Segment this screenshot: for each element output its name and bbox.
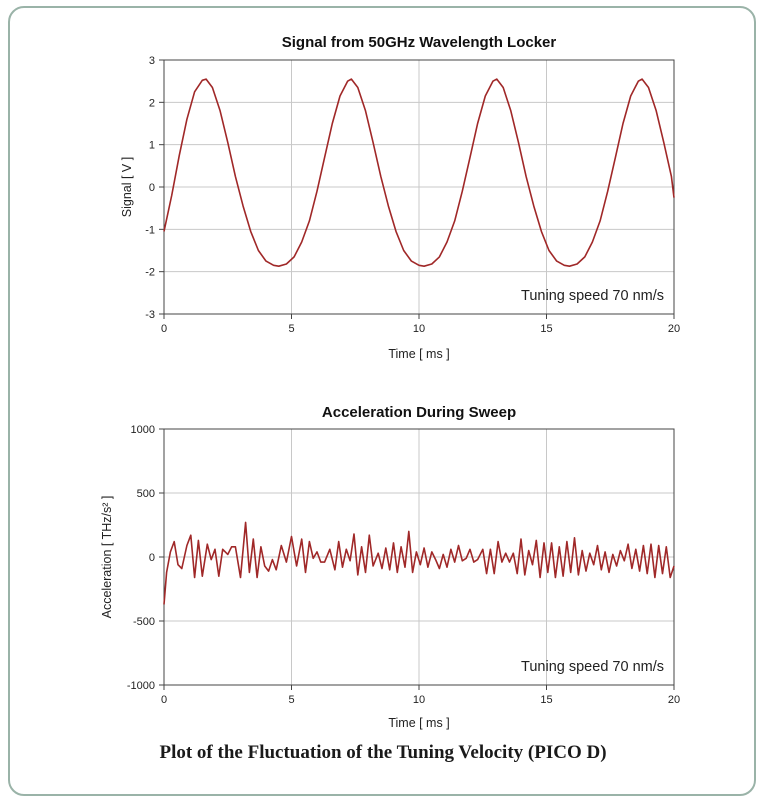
chart1-annotation: Tuning speed 70 nm/s bbox=[521, 288, 664, 304]
chart2-series-line bbox=[163, 521, 675, 605]
chart1-y-tick-label: 0 bbox=[149, 182, 155, 194]
chart2-annotation: Tuning speed 70 nm/s bbox=[521, 659, 664, 675]
chart2-ylabel: Acceleration [ THz/s² ] bbox=[100, 496, 114, 619]
chart2-x-tick-label: 10 bbox=[413, 694, 425, 706]
chart1-xlabel: Time [ ms ] bbox=[388, 347, 449, 361]
chart1-x-tick-label: 10 bbox=[413, 323, 425, 335]
chart2-x-tick-label: 20 bbox=[668, 694, 680, 706]
figure-card bbox=[8, 6, 756, 796]
chart1-y-tick-label: 2 bbox=[149, 97, 155, 109]
chart1-x-tick-label: 5 bbox=[288, 323, 294, 335]
chart1-title: Signal from 50GHz Wavelength Locker bbox=[282, 34, 557, 51]
figure-caption: Plot of the Fluctuation of the Tuning Ve… bbox=[159, 742, 607, 763]
chart1-x-tick-label: 20 bbox=[668, 323, 680, 335]
chart1-y-tick-label: 3 bbox=[149, 55, 155, 67]
chart2-x-tick-label: 15 bbox=[540, 694, 552, 706]
chart2-title: Acceleration During Sweep bbox=[322, 404, 516, 421]
chart2-y-tick-label: -1000 bbox=[127, 680, 155, 692]
chart1-x-tick-label: 0 bbox=[161, 323, 167, 335]
chart1-ylabel: Signal [ V ] bbox=[120, 157, 134, 217]
chart1-y-tick-label: 1 bbox=[149, 140, 155, 152]
chart1-x-tick-label: 15 bbox=[540, 323, 552, 335]
chart2-y-tick-label: 1000 bbox=[131, 424, 155, 436]
chart1-y-tick-label: -1 bbox=[145, 224, 155, 236]
chart2-y-tick-label: 0 bbox=[149, 552, 155, 564]
chart2-x-tick-label: 5 bbox=[288, 694, 294, 706]
chart2-y-tick-label: -500 bbox=[133, 616, 155, 628]
chart2-y-tick-label: 500 bbox=[137, 488, 155, 500]
chart1-series-line bbox=[163, 78, 675, 268]
chart2-x-tick-label: 0 bbox=[161, 694, 167, 706]
chart1-y-tick-label: -2 bbox=[145, 267, 155, 279]
chart1-y-tick-label: -3 bbox=[145, 309, 155, 321]
chart2-xlabel: Time [ ms ] bbox=[388, 716, 449, 730]
